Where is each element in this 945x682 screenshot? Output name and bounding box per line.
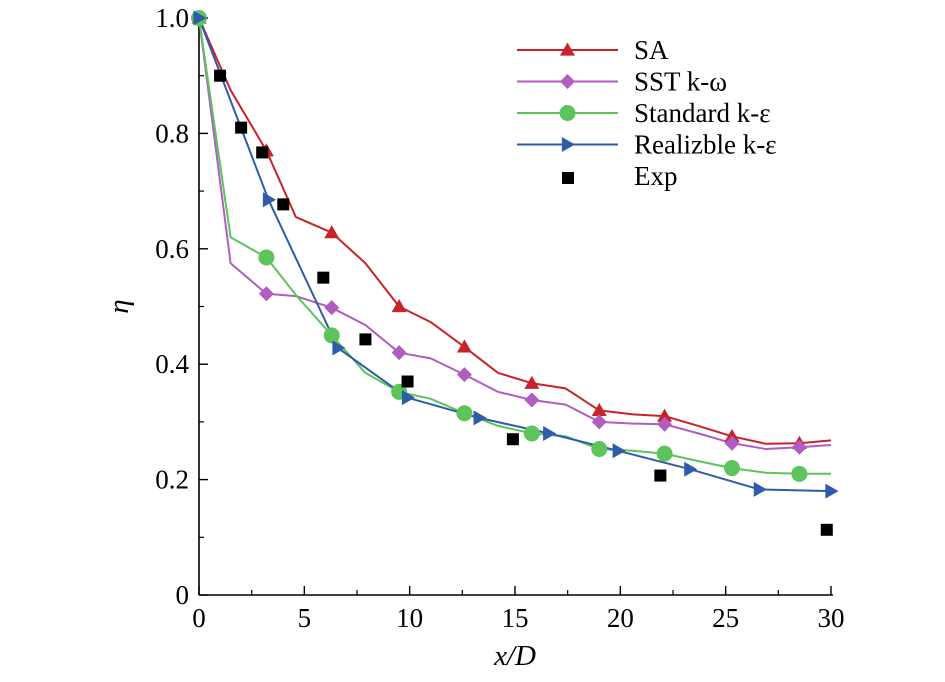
series-0-point: [657, 408, 673, 422]
series-2-point: [656, 445, 673, 462]
legend-marker: [562, 172, 574, 184]
exp-point: [401, 375, 414, 388]
legend-label: Exp: [634, 161, 678, 191]
series-lines: [198, 17, 832, 493]
series-3-point: [473, 410, 487, 426]
x-axis-title: x/D: [493, 640, 536, 672]
series-1-point: [391, 345, 407, 361]
series-3-point: [684, 461, 698, 477]
y-tick-label: 0.4: [155, 349, 189, 379]
series-line-0: [198, 17, 832, 445]
y-tick-label: 1.0: [155, 3, 189, 33]
series-2-point: [723, 460, 740, 477]
exp-point: [317, 271, 330, 284]
exp-point: [820, 523, 833, 536]
series-2-point: [258, 249, 275, 266]
series-2-point: [523, 425, 540, 442]
legend-label: Standard k-ε: [634, 98, 771, 128]
exp-point: [256, 146, 269, 159]
series-2-point: [323, 327, 340, 344]
y-tick-label: 0.8: [155, 118, 189, 148]
y-tick-label: 0.6: [155, 234, 189, 264]
axes: 0 5 10 15 20 25 30 0 0.2 0.4 0.6 0.8 1.0 x/D η: [103, 3, 845, 672]
series-0-point: [391, 299, 407, 313]
series-1-point: [591, 414, 607, 430]
series-1-point: [524, 392, 540, 408]
series-1-point: [724, 435, 740, 451]
legend-marker: [560, 42, 575, 56]
legend-entry: SST k-ω: [517, 67, 727, 97]
legend-entry: Exp: [562, 161, 678, 191]
legend-marker: [560, 74, 575, 89]
legend-marker: [561, 137, 575, 152]
series-0-point: [324, 225, 340, 239]
series-0-point: [456, 339, 472, 353]
exp-point: [654, 469, 667, 482]
series-markers: [191, 10, 839, 536]
series-3-point: [825, 483, 839, 499]
exp-point: [235, 121, 248, 134]
x-tick-label: 30: [818, 603, 845, 633]
x-tick-label: 10: [396, 603, 423, 633]
series-3-point: [753, 481, 767, 497]
series-1-point: [324, 300, 340, 316]
series-3-point: [612, 443, 626, 459]
x-tick-label: 25: [712, 603, 739, 633]
series-1-point: [258, 286, 274, 302]
y-tick-label: 0: [176, 580, 190, 610]
series-0-point: [524, 375, 540, 389]
series-1-point: [657, 416, 673, 432]
series-0-point: [724, 428, 740, 442]
series-2-point: [591, 441, 608, 458]
y-axis-title: η: [103, 299, 135, 313]
x-tick-label: 5: [298, 603, 312, 633]
exp-point: [277, 198, 290, 211]
exp-point: [506, 433, 519, 446]
legend-label: SST k-ω: [634, 67, 727, 97]
exp-point: [214, 69, 227, 82]
legend-entry: SA: [517, 35, 669, 65]
series-1-point: [791, 439, 807, 455]
series-3-point: [332, 340, 346, 356]
x-tick-label: 0: [192, 603, 206, 633]
legend-entry: Standard k-ε: [517, 98, 771, 128]
x-tick-label: 20: [607, 603, 634, 633]
series-3-point: [193, 10, 207, 26]
legend-label: SA: [634, 35, 669, 65]
series-3-point: [543, 425, 557, 441]
legend-marker: [559, 105, 576, 121]
y-tick-label: 0.2: [155, 465, 189, 495]
series-line-3: [198, 17, 832, 493]
series-0-point: [591, 402, 607, 416]
series-3-point: [401, 390, 416, 406]
legend-label: Realizble k-ε: [634, 130, 777, 160]
series-1-point: [456, 367, 472, 383]
series-3-point: [262, 192, 277, 208]
series-line-1: [198, 17, 832, 450]
x-tick-label: 15: [502, 603, 529, 633]
series-2-point: [456, 405, 473, 422]
exp-point: [359, 333, 372, 346]
series-line-2: [198, 17, 831, 475]
series-2-point: [791, 465, 808, 482]
legend-entry: Realizble k-ε: [517, 130, 777, 160]
